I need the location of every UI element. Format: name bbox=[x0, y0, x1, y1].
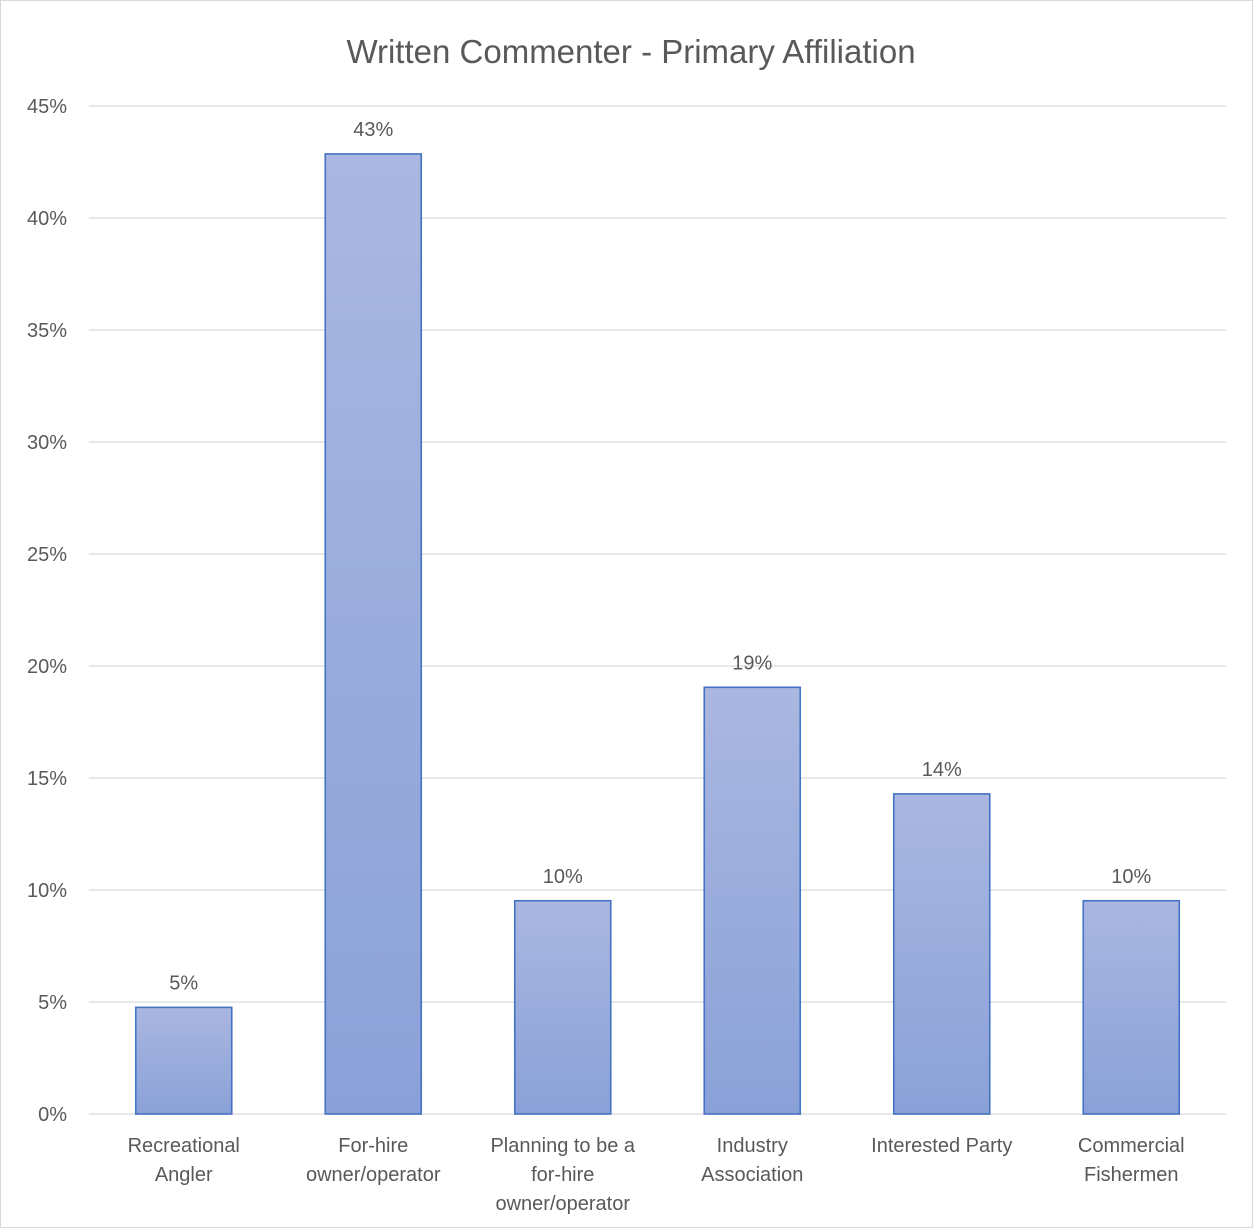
y-tick-label: 10% bbox=[27, 880, 67, 902]
bar bbox=[134, 1006, 233, 1115]
y-axis-ticks: 0% 5% 10% 15% 20% 25% 30% 35% 40% 45% bbox=[27, 96, 67, 1126]
x-category-label: Interested Party bbox=[871, 1135, 1012, 1157]
data-label: 14% bbox=[922, 759, 962, 781]
x-category-label: Recreational Angler bbox=[128, 1135, 240, 1186]
y-tick-label: 40% bbox=[27, 208, 67, 230]
y-tick-label: 45% bbox=[27, 96, 67, 118]
bar bbox=[892, 793, 991, 1115]
data-label: 5% bbox=[169, 972, 198, 994]
data-labels: 5% 43% 10% 19% 14% 10% bbox=[169, 119, 1151, 994]
bar bbox=[513, 899, 612, 1115]
y-tick-label: 0% bbox=[38, 1104, 67, 1126]
x-category-label: Industry Association bbox=[701, 1135, 803, 1186]
chart-title: Written Commenter - Primary Affiliation bbox=[346, 33, 915, 70]
y-tick-label: 5% bbox=[38, 992, 67, 1014]
y-tick-label: 30% bbox=[27, 432, 67, 454]
x-category-label: For-hire owner/operator bbox=[306, 1135, 441, 1186]
gridlines bbox=[89, 105, 1226, 1115]
data-label: 10% bbox=[1111, 866, 1151, 888]
data-label: 43% bbox=[353, 119, 393, 141]
data-label: 19% bbox=[732, 652, 772, 674]
bar bbox=[703, 686, 802, 1115]
x-category-label: Planning to be a for-hire owner/operator bbox=[490, 1135, 635, 1215]
y-tick-label: 15% bbox=[27, 768, 67, 790]
x-axis-categories: Recreational Angler For-hire owner/operator… bbox=[128, 1135, 1185, 1215]
data-label: 10% bbox=[543, 866, 583, 888]
x-category-label: Commercial Fishermen bbox=[1078, 1135, 1185, 1186]
y-tick-label: 35% bbox=[27, 320, 67, 342]
y-tick-label: 25% bbox=[27, 544, 67, 566]
bar bbox=[1082, 899, 1181, 1115]
y-tick-label: 20% bbox=[27, 656, 67, 678]
bars bbox=[134, 153, 1181, 1115]
bar bbox=[324, 153, 423, 1115]
